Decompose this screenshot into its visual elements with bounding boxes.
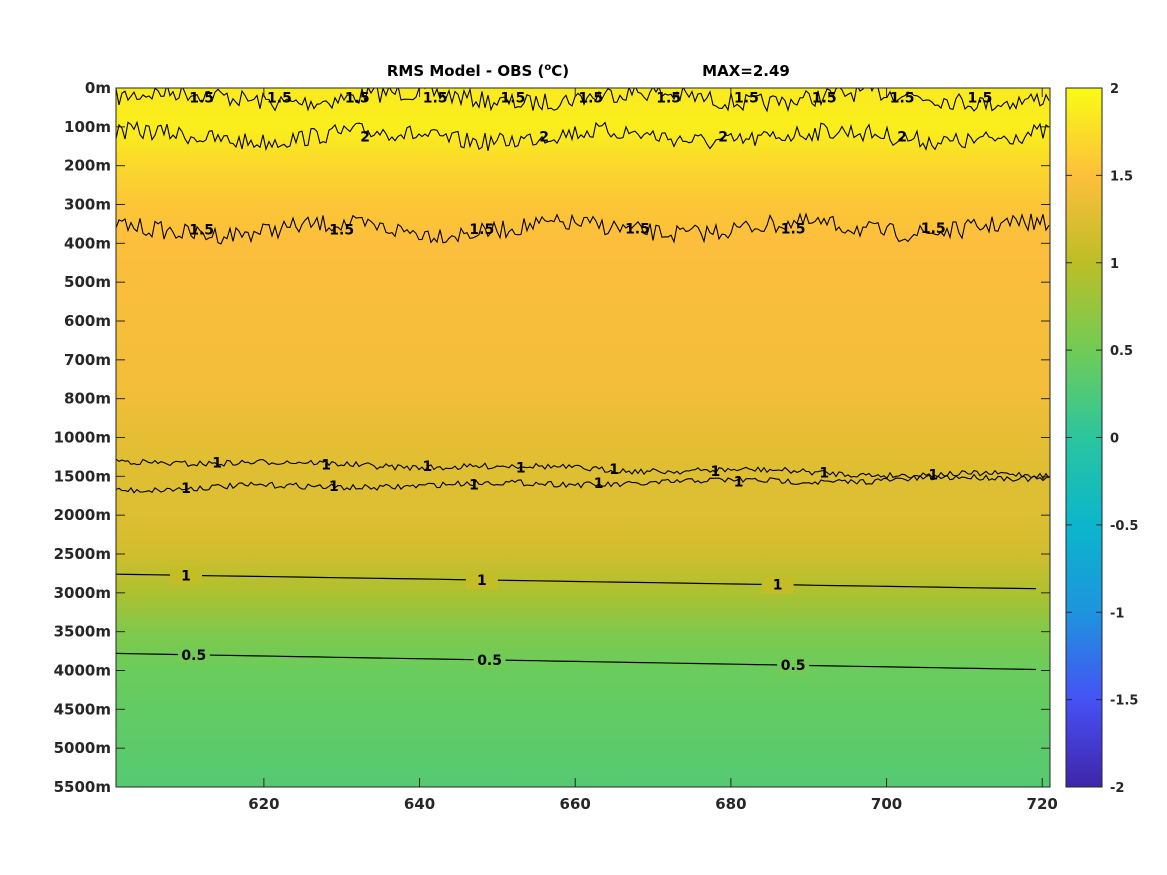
y-tick-label: 4000m — [54, 662, 111, 680]
contour-label: 1 — [710, 464, 720, 480]
contour-label-bg — [465, 570, 498, 589]
contour-label: 1 — [609, 462, 619, 478]
heatmap-field — [116, 88, 1050, 787]
max-annotation: MAX=2.49 — [702, 62, 790, 80]
chart-title: RMS Model - OBS (oC) — [387, 62, 569, 80]
colorbar-tick-label: 0 — [1110, 432, 1119, 447]
contour-label: 1 — [928, 467, 938, 483]
contour-label: 1.5 — [267, 91, 292, 107]
contour-label: 1 — [773, 578, 783, 594]
colorbar-tick-label: -0.5 — [1110, 519, 1138, 534]
contour-label: 1 — [422, 459, 432, 475]
contour-label: 1.5 — [329, 222, 354, 238]
colorbar-tick-label: 1 — [1110, 257, 1119, 272]
contour-label-bg — [777, 656, 810, 675]
y-tick-label: 700m — [64, 351, 111, 369]
contour-label: 2 — [718, 130, 728, 146]
contour-label: 1.5 — [625, 222, 650, 238]
contour-line — [116, 212, 1050, 245]
contour-label: 2 — [897, 130, 907, 146]
contour-line — [116, 120, 1050, 152]
y-tick-label: 100m — [64, 118, 111, 136]
plot-area: 1.5 1.5 1.5 1.5 1.5 1.5 1.5 1.5 1.5 1.5 1.5 2 2 2 2 1.5… — [54, 79, 1058, 813]
contour-label: 1.5 — [890, 91, 915, 107]
x-axis: 620 640 660 680 700 720 — [248, 88, 1058, 813]
contour-label: 1 — [594, 476, 604, 492]
contour-label: 0.5 — [781, 658, 806, 674]
contour-line — [116, 573, 1037, 590]
y-tick-label: 1000m — [54, 429, 111, 447]
y-tick-label: 2500m — [54, 545, 111, 563]
contour-label: 1 — [734, 475, 744, 491]
y-tick-label: 1500m — [54, 467, 111, 485]
y-tick-label: 200m — [64, 157, 111, 175]
x-tick-label: 620 — [248, 795, 279, 813]
y-tick-label: 3000m — [54, 584, 111, 602]
contour-line — [116, 88, 1050, 113]
contour-label: 1.5 — [968, 91, 993, 107]
contour-label: 1 — [469, 478, 479, 494]
y-tick-label: 5500m — [54, 778, 111, 796]
y-axis: 0m 100m 200m 300m 400m 500m 600m 700m 800m 1000m 1… — [54, 79, 1050, 796]
y-tick-label: 300m — [64, 196, 111, 214]
y-tick-label: 500m — [64, 273, 111, 291]
y-tick-label: 800m — [64, 390, 111, 408]
colorbar-tick-label: -2 — [1110, 781, 1124, 796]
contour-label: 1 — [329, 479, 339, 495]
colorbar-tick-label: 0.5 — [1110, 344, 1133, 359]
contour-label: 2 — [360, 130, 370, 146]
contour-label: 1 — [321, 457, 331, 473]
contour-label: 1 — [516, 461, 526, 477]
contour-label: 1.5 — [345, 91, 370, 107]
colorbar-tick-label: -1.5 — [1110, 694, 1138, 709]
y-tick-label: 600m — [64, 312, 111, 330]
contour-label: 1.5 — [501, 91, 526, 107]
contour-label-bg — [473, 650, 506, 669]
colorbar-tick-label: 1.5 — [1110, 169, 1133, 184]
contour-label: 1 — [819, 466, 829, 482]
contour-label: 1.5 — [781, 221, 806, 237]
contour-label: 1.5 — [812, 91, 837, 107]
contour-label: 1 — [181, 481, 191, 497]
y-tick-label: 400m — [64, 234, 111, 252]
x-tick-label: 700 — [871, 795, 902, 813]
x-tick-label: 720 — [1027, 795, 1058, 813]
contour-line — [116, 652, 1037, 671]
x-tick-label: 640 — [404, 795, 435, 813]
contour-label: 1.5 — [921, 221, 946, 237]
contour-label: 1.5 — [656, 91, 681, 107]
contour-label-bg — [761, 575, 794, 594]
contour-label: 1 — [212, 455, 222, 471]
contour-label: 1.5 — [578, 91, 603, 107]
contour-label-bg — [177, 645, 210, 664]
contour-label: 0.5 — [477, 653, 502, 669]
contour-label: 1.5 — [423, 91, 448, 107]
colorbar-tick-label: -1 — [1110, 606, 1124, 621]
contour-label: 1.5 — [189, 223, 214, 239]
contour-label: 1.5 — [734, 91, 759, 107]
contour-lines: 1.5 1.5 1.5 1.5 1.5 1.5 1.5 1.5 1.5 1.5 1.5 2 2 2 2 1.5… — [116, 88, 1050, 675]
contour-label-bg — [170, 566, 203, 585]
contour-label: 2 — [539, 130, 549, 146]
y-tick-label: 2000m — [54, 506, 111, 524]
contour-label: 1 — [477, 573, 487, 589]
contour-label: 1 — [181, 568, 191, 584]
contour-label: 1.5 — [189, 91, 214, 107]
y-tick-label: 4500m — [54, 700, 111, 718]
contour-line — [116, 473, 1050, 494]
colorbar: 2 1.5 1 0.5 0 -0.5 -1 -1.5 -2 — [1065, 82, 1138, 796]
x-tick-label: 660 — [560, 795, 591, 813]
y-tick-label: 3500m — [54, 623, 111, 641]
colorbar-tick-label: 2 — [1110, 82, 1119, 97]
y-tick-label: 0m — [85, 79, 111, 97]
x-tick-label: 680 — [715, 795, 746, 813]
y-tick-label: 5000m — [54, 739, 111, 757]
colorbar-ticks: 2 1.5 1 0.5 0 -0.5 -1 -1.5 -2 — [1066, 82, 1138, 796]
contour-label: 0.5 — [181, 648, 206, 664]
contour-line — [116, 458, 1050, 480]
contour-label: 1.5 — [469, 222, 494, 238]
